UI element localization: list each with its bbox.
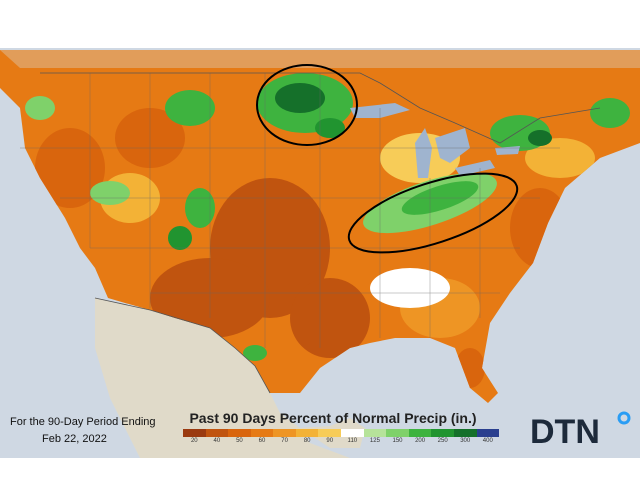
legend-swatch-12 xyxy=(453,429,477,437)
period-date: Feb 22, 2022 xyxy=(42,433,107,445)
legend-tick-10: 200 xyxy=(415,438,426,444)
dtn-logo: DTN xyxy=(528,410,638,452)
legend-swatch-5 xyxy=(295,429,319,437)
us-mexico-border xyxy=(94,297,271,394)
canada-landmass xyxy=(0,50,640,68)
legend-color-bar xyxy=(183,429,500,437)
legend-tick-11: 250 xyxy=(437,438,448,444)
legend-swatch-10 xyxy=(408,429,432,437)
legend-swatch-2 xyxy=(228,429,251,437)
legend-swatch-1 xyxy=(205,429,229,437)
ohio-valley-annotation-ellipse xyxy=(347,172,519,254)
legend-tick-2: 50 xyxy=(236,438,243,444)
us-canada-border xyxy=(40,72,601,144)
mexico-landmass xyxy=(95,298,350,458)
legend-swatch-6 xyxy=(318,429,342,437)
legend-swatch-9 xyxy=(386,429,409,437)
legend-tick-12: 300 xyxy=(460,438,471,444)
legend-tick-1: 40 xyxy=(213,438,221,444)
legend-title: Past 90 Days Percent of Normal Precip (i… xyxy=(189,410,477,426)
legend-swatch-7 xyxy=(341,429,364,437)
precip-map xyxy=(0,48,640,458)
legend-swatch-0 xyxy=(183,429,206,437)
legend-ticks: 20 40 50 60 70 80 90 110 125 150 200 250 300 400 xyxy=(183,438,499,444)
legend-tick-9: 150 xyxy=(392,438,403,444)
legend-tick-7: 110 xyxy=(347,438,358,444)
period-caption: For the 90-Day Period Ending Feb 22, 202… xyxy=(10,414,170,448)
dtn-logo-text: DTN xyxy=(530,413,600,451)
legend-swatch-11 xyxy=(431,429,454,437)
legend-swatch-8 xyxy=(363,429,387,437)
dtn-logo-dot xyxy=(617,411,631,425)
legend-tick-0: 20 xyxy=(190,438,198,444)
legend-swatch-4 xyxy=(273,429,296,437)
legend-swatch-3 xyxy=(250,429,274,437)
legend-tick-5: 80 xyxy=(303,438,311,444)
legend-tick-6: 90 xyxy=(326,438,334,444)
legend-tick-4: 70 xyxy=(281,438,288,444)
legend-tick-3: 60 xyxy=(258,438,266,444)
legend-swatch-13 xyxy=(476,429,500,437)
legend-tick-13: 400 xyxy=(482,438,493,444)
legend: Past 90 Days Percent of Normal Precip (i… xyxy=(183,410,500,444)
state-borders xyxy=(20,73,560,348)
upper-midwest-annotation-circle xyxy=(256,64,358,146)
period-label: For the 90-Day Period Ending xyxy=(10,416,156,428)
legend-tick-8: 125 xyxy=(369,438,380,444)
precip-map-svg xyxy=(0,48,640,458)
dtn-logo-svg: DTN xyxy=(530,411,631,451)
